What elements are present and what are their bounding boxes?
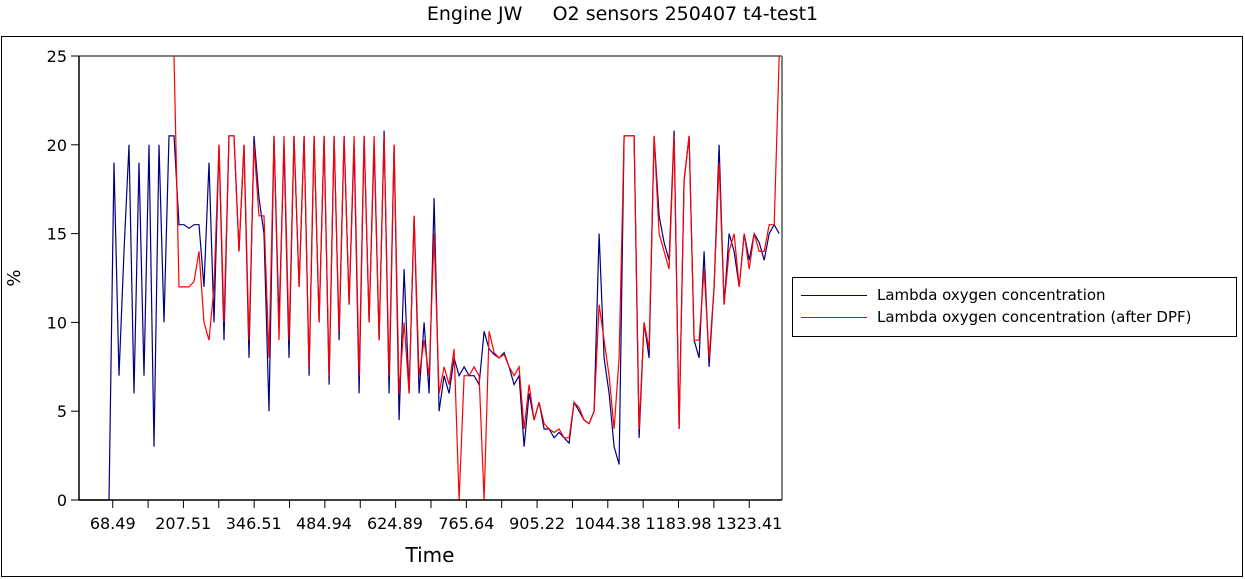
x-tick-label: 1323.41 bbox=[716, 514, 782, 533]
y-tick-label: 5 bbox=[57, 402, 67, 421]
y-tick-label: 15 bbox=[47, 225, 67, 244]
x-tick-label: 1183.98 bbox=[645, 514, 711, 533]
legend: Lambda oxygen concentration Lambda oxyge… bbox=[792, 277, 1237, 337]
y-tick-label: 20 bbox=[47, 136, 67, 155]
x-axis-label: Time bbox=[405, 543, 455, 567]
series-line-0 bbox=[79, 130, 780, 501]
chart-frame bbox=[1, 36, 1243, 577]
legend-item-lambda: Lambda oxygen concentration bbox=[801, 286, 1106, 304]
x-tick-label: 765.64 bbox=[438, 514, 494, 533]
x-tick-label: 905.22 bbox=[509, 514, 565, 533]
y-axis-label: % bbox=[4, 269, 25, 286]
x-tick-label: 1044.38 bbox=[575, 514, 641, 533]
legend-swatch-blue bbox=[801, 294, 867, 296]
legend-swatch-red bbox=[801, 316, 867, 318]
x-tick-label: 207.51 bbox=[155, 514, 211, 533]
legend-label: Lambda oxygen concentration (after DPF) bbox=[877, 308, 1192, 326]
legend-label: Lambda oxygen concentration bbox=[877, 286, 1106, 304]
x-tick-label: 624.89 bbox=[367, 514, 423, 533]
x-tick-label: 68.49 bbox=[90, 514, 136, 533]
x-tick-label: 484.94 bbox=[296, 514, 352, 533]
y-tick-label: 10 bbox=[47, 313, 67, 332]
x-tick-label: 346.51 bbox=[226, 514, 282, 533]
y-tick-label: 25 bbox=[47, 47, 67, 66]
chart-title: Engine JW O2 sensors 250407 t4-test1 bbox=[426, 3, 819, 25]
y-tick-label: 0 bbox=[57, 491, 67, 510]
legend-item-lambda-after-dpf: Lambda oxygen concentration (after DPF) bbox=[801, 308, 1192, 326]
series-line-1 bbox=[173, 55, 780, 501]
